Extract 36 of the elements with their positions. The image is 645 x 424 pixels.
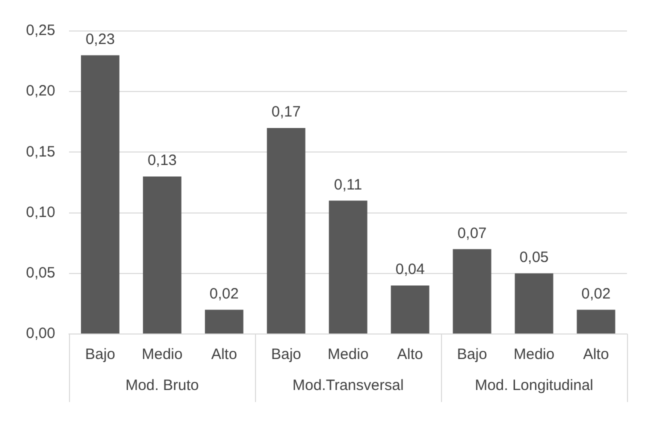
- data-label: 0,02: [581, 285, 611, 302]
- y-tick-label: 0,25: [26, 22, 56, 40]
- x-tick-label: Alto: [397, 346, 424, 364]
- data-label: 0,11: [334, 176, 362, 194]
- data-label: 0,02: [210, 285, 239, 302]
- data-label: 0,05: [519, 249, 549, 266]
- data-label: 0,13: [148, 152, 177, 170]
- x-tick-label: Bajo: [457, 346, 488, 364]
- bar: [390, 286, 430, 334]
- x-tick-label: Alto: [583, 346, 609, 364]
- bar: [328, 200, 368, 334]
- bar: [142, 176, 182, 334]
- x-tick-label: Bajo: [271, 346, 302, 364]
- x-tick-label: Medio: [142, 346, 183, 364]
- text: Mod. Bruto: [125, 377, 199, 394]
- bar: [204, 310, 244, 334]
- bar: [80, 55, 120, 334]
- x-tick-label: Alto: [211, 346, 238, 364]
- y-tick-label: 0,15: [26, 143, 56, 160]
- bar: [514, 273, 554, 334]
- text: Mod. Longitudinal: [474, 377, 594, 394]
- x-tick-label: Medio: [328, 346, 369, 364]
- y-tick-label: 0,00: [26, 325, 56, 342]
- text: Mod.Transversal: [292, 377, 404, 394]
- data-label: 0,23: [86, 30, 115, 48]
- x-tick-label: Bajo: [85, 346, 116, 364]
- data-label: 0,07: [457, 224, 487, 242]
- data-label: 0,17: [272, 104, 301, 121]
- x-tick-label: Medio: [514, 346, 554, 364]
- bar: [452, 249, 492, 334]
- data-label: 0,04: [395, 261, 425, 278]
- y-tick-label: 0,05: [26, 264, 56, 282]
- y-tick-label: 0,10: [26, 204, 56, 221]
- y-tick-label: 0,20: [26, 82, 56, 100]
- bar: [266, 128, 306, 334]
- bar: [576, 310, 616, 334]
